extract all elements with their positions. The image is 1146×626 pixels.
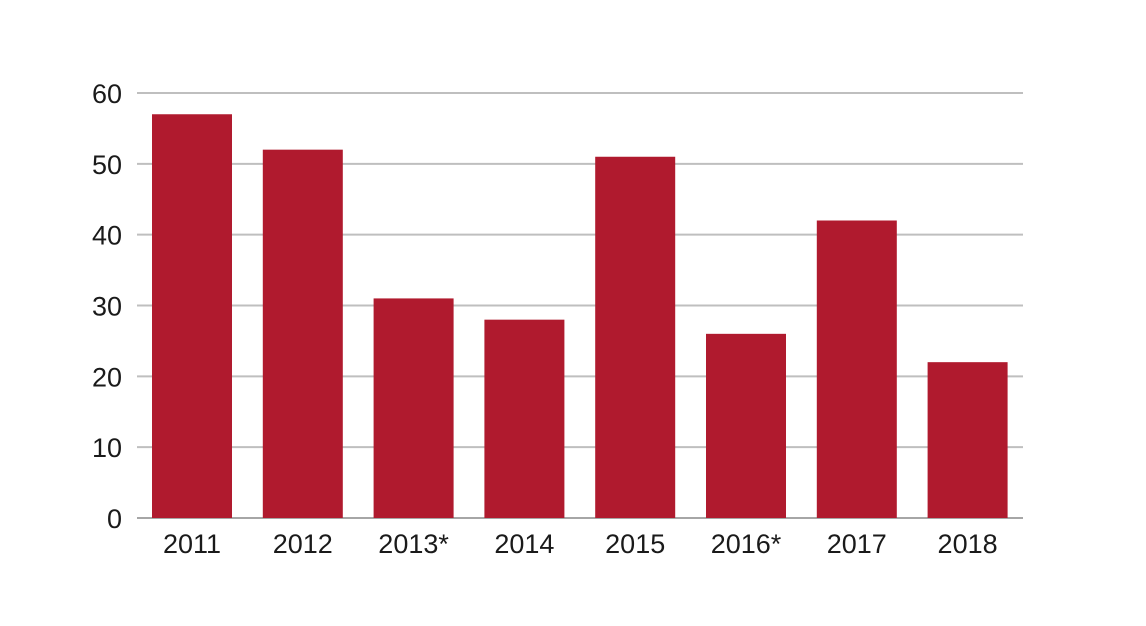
x-tick-label: 2013* <box>378 529 449 559</box>
y-tick-label: 10 <box>92 433 122 463</box>
bar-2017 <box>816 220 897 518</box>
x-tick-label: 2014 <box>494 529 554 559</box>
y-tick-label: 30 <box>92 292 122 322</box>
bar-2011 <box>152 114 232 518</box>
y-tick-label: 20 <box>92 362 122 392</box>
x-tick-label: 2015 <box>605 529 665 559</box>
bars <box>152 114 1008 518</box>
y-tick-label: 40 <box>92 221 122 251</box>
bar-2015 <box>595 156 676 518</box>
y-tick-label: 60 <box>92 79 122 109</box>
bar-2018 <box>927 362 1008 518</box>
x-tick-label: 2017 <box>827 529 887 559</box>
y-tick-label: 50 <box>92 150 122 180</box>
x-tick-label: 2018 <box>938 529 998 559</box>
x-tick-label: 2016* <box>711 529 782 559</box>
bar-2016-star <box>706 333 786 518</box>
y-tick-label: 0 <box>107 504 122 534</box>
x-tick-label: 2012 <box>273 529 333 559</box>
x-axis-ticks: 2011 2012 2013* 2014 2015 2016* 2017 2018 <box>163 529 998 559</box>
bar-2014 <box>484 319 565 518</box>
bar-2012 <box>262 149 343 518</box>
bar-2013-star <box>373 298 454 518</box>
y-axis-ticks: 0 10 20 30 40 50 60 <box>92 79 122 534</box>
x-tick-label: 2011 <box>163 529 221 559</box>
